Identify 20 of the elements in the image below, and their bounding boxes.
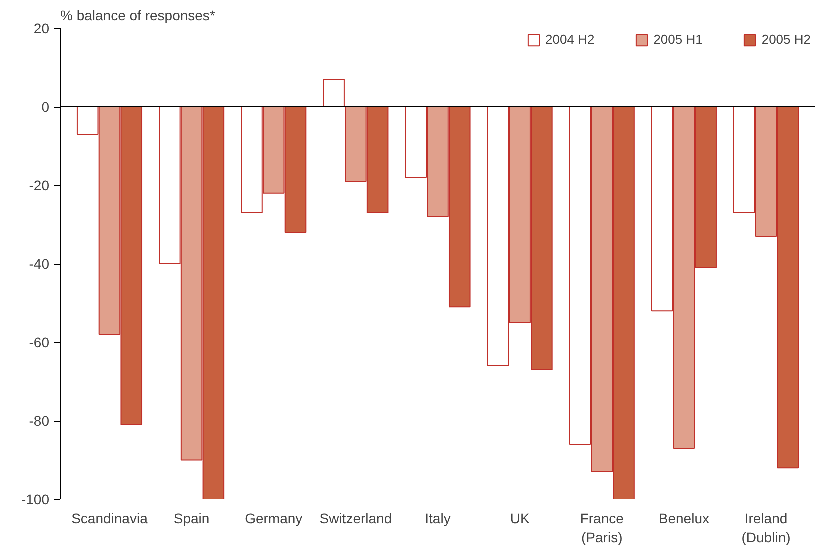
y-tick-label: -40 xyxy=(29,256,50,272)
x-tick-label: Spain xyxy=(174,510,210,526)
x-tick-label: Germany xyxy=(245,510,303,526)
x-tick-label: Switzerland xyxy=(320,510,392,526)
legend-label: 2005 H1 xyxy=(654,32,703,47)
x-tick-label: Scandinavia xyxy=(72,510,148,526)
y-axis-title: % balance of responses* xyxy=(60,8,216,24)
x-tick-label: France (Paris) xyxy=(580,510,624,546)
x-tick-label: UK xyxy=(510,510,530,526)
y-tick-label: 0 xyxy=(42,99,50,115)
x-tick-label: Italy xyxy=(425,510,451,526)
x-tick-label: Ireland (Dublin) xyxy=(742,510,791,546)
y-tick-label: -80 xyxy=(29,413,50,429)
legend-label: 2005 H2 xyxy=(762,32,811,47)
y-tick-label: -20 xyxy=(29,178,50,194)
y-tick-label: 20 xyxy=(34,20,50,36)
x-tick-label: Benelux xyxy=(658,510,710,526)
y-tick-label: -100 xyxy=(21,492,50,508)
legend-label: 2004 H2 xyxy=(546,32,595,47)
y-tick-label: -60 xyxy=(29,334,50,350)
